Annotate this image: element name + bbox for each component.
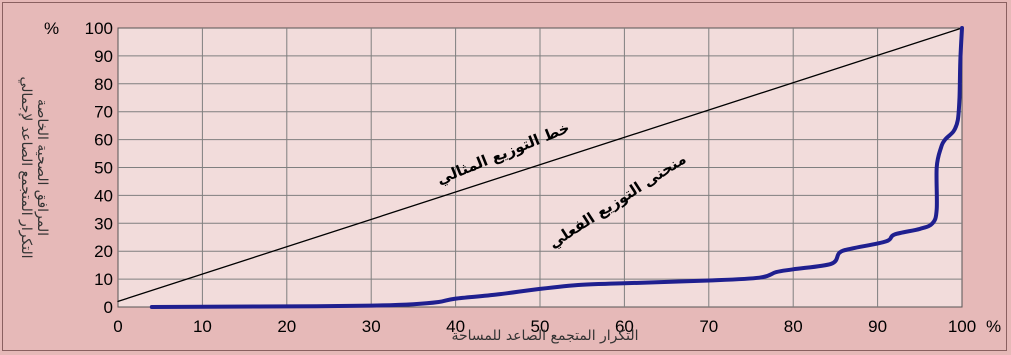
- y-axis-title: التكرار المتجمع الصاعد لإجمالي المرافق ا…: [18, 76, 50, 258]
- chart-frame: [2, 2, 1007, 351]
- y-axis-title-line2: المرافق الصحية الخاصة: [34, 99, 50, 236]
- actual-distribution-curve: [149, 26, 964, 309]
- y-tick-label: 90: [94, 47, 113, 66]
- x-tick-label: 80: [784, 317, 803, 336]
- y-tick-label: 50: [94, 159, 113, 178]
- x-tick-label: 0: [113, 317, 122, 336]
- grid: [118, 28, 962, 307]
- y-tick-labels: 0 10 20 30 40 50 60 70 80 90 100: [85, 19, 113, 317]
- y-tick-label: 60: [94, 131, 113, 150]
- x-tick-label: 50: [531, 317, 550, 336]
- x-tick-label: 70: [699, 317, 718, 336]
- x-axis-title: التكرار المتجمع الصاعد للمساحة: [451, 328, 638, 344]
- y-axis-title-line1: التكرار المتجمع الصاعد لإجمالي: [18, 76, 34, 258]
- y-tick-label: 100: [85, 19, 113, 38]
- y-unit-label: %: [44, 19, 59, 38]
- y-tick-label: 0: [104, 298, 113, 317]
- ideal-distribution-line: [117, 27, 963, 303]
- x-unit-label: %: [986, 317, 1001, 336]
- y-tick-label: 20: [94, 242, 113, 261]
- series-lines: [117, 26, 964, 309]
- y-tick-label: 10: [94, 270, 113, 289]
- x-tick-label: 60: [615, 317, 634, 336]
- x-tick-label: 10: [193, 317, 212, 336]
- y-tick-label: 30: [94, 214, 113, 233]
- x-tick-label: 40: [446, 317, 465, 336]
- x-tick-label: 100: [948, 317, 976, 336]
- y-tick-label: 40: [94, 186, 113, 205]
- x-tick-label: 30: [362, 317, 381, 336]
- y-tick-label: 80: [94, 75, 113, 94]
- x-tick-labels: 0 10 20 30 40 50 60 70 80 90 100: [113, 317, 976, 336]
- x-tick-label: 20: [277, 317, 296, 336]
- x-tick-label: 90: [868, 317, 887, 336]
- y-tick-label: 70: [94, 103, 113, 122]
